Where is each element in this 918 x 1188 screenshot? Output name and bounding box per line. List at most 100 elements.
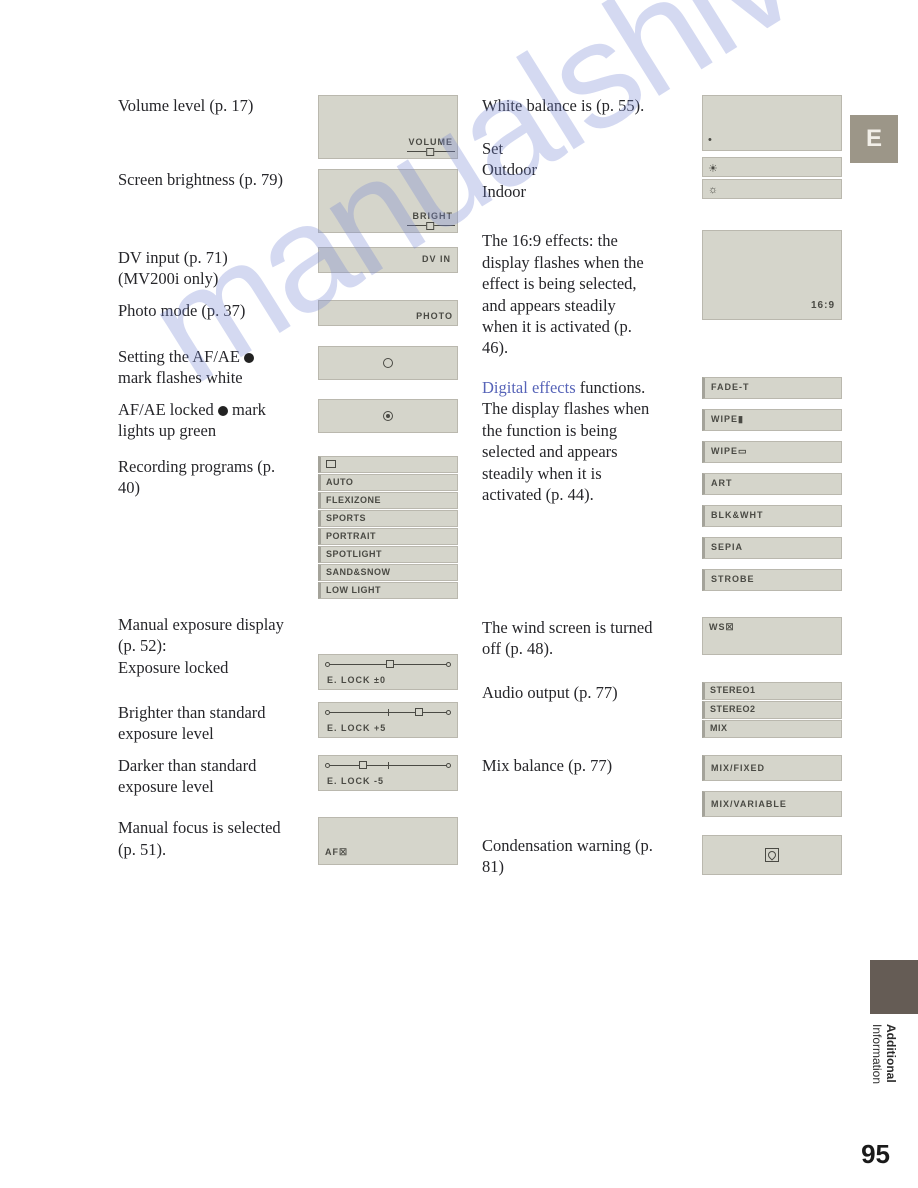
row-white-balance: White balance is (p. 55). Set Outdoor In… (482, 95, 842, 202)
rec-item-1: AUTO (318, 474, 458, 491)
rec-item-5: SPOTLIGHT (318, 546, 458, 563)
desc-af-lock: AF/AE locked mark lights up green (118, 399, 290, 442)
page-number: 95 (861, 1139, 890, 1170)
row-brightness: Screen brightness (p. 79) BRIGHT (118, 169, 458, 233)
row-dv-in: DV input (p. 71) (MV200i only) DV IN (118, 247, 458, 290)
desc-darker: Darker than standard exposure level (118, 755, 290, 798)
desc-mix: Mix balance (p. 77) (482, 755, 654, 776)
dfx-item-3: ART (702, 473, 842, 495)
wb-set: Set (482, 139, 503, 158)
lcd-dv-in: DV IN (318, 247, 458, 273)
desc-af-set: Setting the AF/AE mark flashes white (118, 346, 290, 389)
rec-item-7: LOW LIGHT (318, 582, 458, 599)
rec-list: AUTO FLEXIZONE SPORTS PORTRAIT SPOTLIGHT… (318, 456, 458, 600)
row-photo: Photo mode (p. 37) PHOTO (118, 300, 458, 326)
mix-list: MIX/FIXED MIX/VARIABLE (702, 755, 842, 819)
af-set-t1: Setting the AF/AE (118, 347, 244, 366)
elock-label-plus: E. LOCK +5 (327, 723, 386, 733)
mix-item-0: MIX/FIXED (702, 755, 842, 781)
dfx-label-2: WIPE▭ (711, 446, 748, 457)
rec-rect-icon (326, 460, 336, 468)
dfx-item-2: WIPE▭ (702, 441, 842, 463)
wb-indoor-icon: ☼ (708, 184, 718, 196)
manual-page: Volume level (p. 17) VOLUME Screen brigh… (40, 0, 898, 1188)
dfx-item-4: BLK&WHT (702, 505, 842, 527)
dfx-label-1: WIPE▮ (711, 414, 744, 425)
wb-in: Indoor (482, 182, 526, 201)
manexp-t2: Exposure locked (118, 658, 228, 677)
desc-wind: The wind screen is turned off (p. 48). (482, 617, 654, 660)
dv-in-line1: DV input (p. 71) (118, 248, 228, 267)
lcd-wb-outdoor: ☀ (702, 157, 842, 177)
rec-item-6: SAND&SNOW (318, 564, 458, 581)
audio-label-1: STEREO2 (710, 704, 756, 714)
rec-label-3: SPORTS (326, 513, 366, 523)
rec-label-4: PORTRAIT (326, 531, 376, 541)
lcd-brightness-label: BRIGHT (413, 211, 454, 221)
lcd-brightness: BRIGHT (318, 169, 458, 233)
side-section-label: Additional Information (852, 1024, 898, 1116)
mix-label-1: MIX/VARIABLE (711, 799, 787, 809)
dfx-item-5: SEPIA (702, 537, 842, 559)
row-darker: Darker than standard exposure level E. L… (118, 755, 458, 798)
elock-label-minus: E. LOCK -5 (327, 776, 384, 786)
desc-audio: Audio output (p. 77) (482, 682, 654, 703)
desc-dfx: Digital effects functions. The display f… (482, 377, 654, 506)
row-rec-programs: Recording programs (p. 40) AUTO FLEXIZON… (118, 456, 458, 600)
lcd-elock-0: E. LOCK ±0 (318, 654, 458, 690)
side-l1: Additional (884, 1024, 898, 1083)
audio-label-2: MIX (710, 723, 728, 733)
side-l2: Information (870, 1024, 884, 1084)
lcd-wind-label: WS☒ (709, 622, 735, 633)
dfx-label-3: ART (711, 478, 733, 488)
dfx-item-1: WIPE▮ (702, 409, 842, 431)
elock-slider-plus (327, 707, 449, 719)
dfx-list: FADE-T WIPE▮ WIPE▭ ART BLK&WHT SEPIA STR… (702, 377, 842, 593)
row-brighter: Brighter than standard exposure level E.… (118, 702, 458, 745)
rec-label-5: SPOTLIGHT (326, 549, 382, 559)
lcd-condensation (702, 835, 842, 875)
row-wind-screen: The wind screen is turned off (p. 48). W… (482, 617, 842, 660)
dfx-label-0: FADE-T (711, 382, 750, 392)
elock-slider-0 (327, 659, 449, 671)
lcd-mf-label: AF☒ (325, 847, 348, 858)
lcd-photo-label: PHOTO (416, 311, 453, 321)
mix-label-0: MIX/FIXED (711, 763, 765, 773)
section-tab-e: E (850, 115, 898, 163)
lcd-volume-label: VOLUME (408, 137, 453, 147)
wb-lcd-stack: • ☀ ☼ (702, 95, 842, 199)
rec-label-1: AUTO (326, 477, 353, 487)
rec-item-3: SPORTS (318, 510, 458, 527)
content-columns: Volume level (p. 17) VOLUME Screen brigh… (40, 95, 898, 888)
dfx-item-6: STROBE (702, 569, 842, 591)
rec-label-7: LOW LIGHT (326, 585, 381, 595)
desc-cond: Condensation warning (p. 81) (482, 835, 654, 878)
lcd-mf: AF☒ (318, 817, 458, 865)
desc-wb: White balance is (p. 55). Set Outdoor In… (482, 95, 654, 202)
dfx-item-0: FADE-T (702, 377, 842, 399)
wb-out: Outdoor (482, 160, 537, 179)
desc-volume: Volume level (p. 17) (118, 95, 290, 116)
row-af-set: Setting the AF/AE mark flashes white (118, 346, 458, 389)
row-audio-output: Audio output (p. 77) STEREO1 STEREO2 MIX (482, 682, 842, 739)
af-set-t2: mark flashes white (118, 368, 243, 387)
right-column: White balance is (p. 55). Set Outdoor In… (482, 95, 842, 888)
dfx-label-5: SEPIA (711, 542, 743, 552)
desc-rec: Recording programs (p. 40) (118, 456, 290, 499)
lcd-af-set (318, 346, 458, 380)
lcd-wb-main: • (702, 95, 842, 151)
audio-list: STEREO1 STEREO2 MIX (702, 682, 842, 739)
row-manual-focus: Manual focus is selected (p. 51). AF☒ (118, 817, 458, 865)
audio-item-1: STEREO2 (702, 701, 842, 719)
desc-man-exp: Manual exposure display (p. 52): Exposur… (118, 614, 290, 678)
wb-set-icon: • (708, 134, 712, 146)
dv-in-line2: (MV200i only) (118, 269, 218, 288)
wb-text: White balance is (p. 55). (482, 96, 644, 115)
rec-label-2: FLEXIZONE (326, 495, 381, 505)
audio-item-2: MIX (702, 720, 842, 738)
lcd-elock-plus: E. LOCK +5 (318, 702, 458, 738)
lcd-dv-in-label: DV IN (422, 254, 451, 264)
af-lock-dot-icon (383, 411, 393, 421)
condensation-icon (765, 848, 779, 862)
lcd-volume: VOLUME (318, 95, 458, 159)
